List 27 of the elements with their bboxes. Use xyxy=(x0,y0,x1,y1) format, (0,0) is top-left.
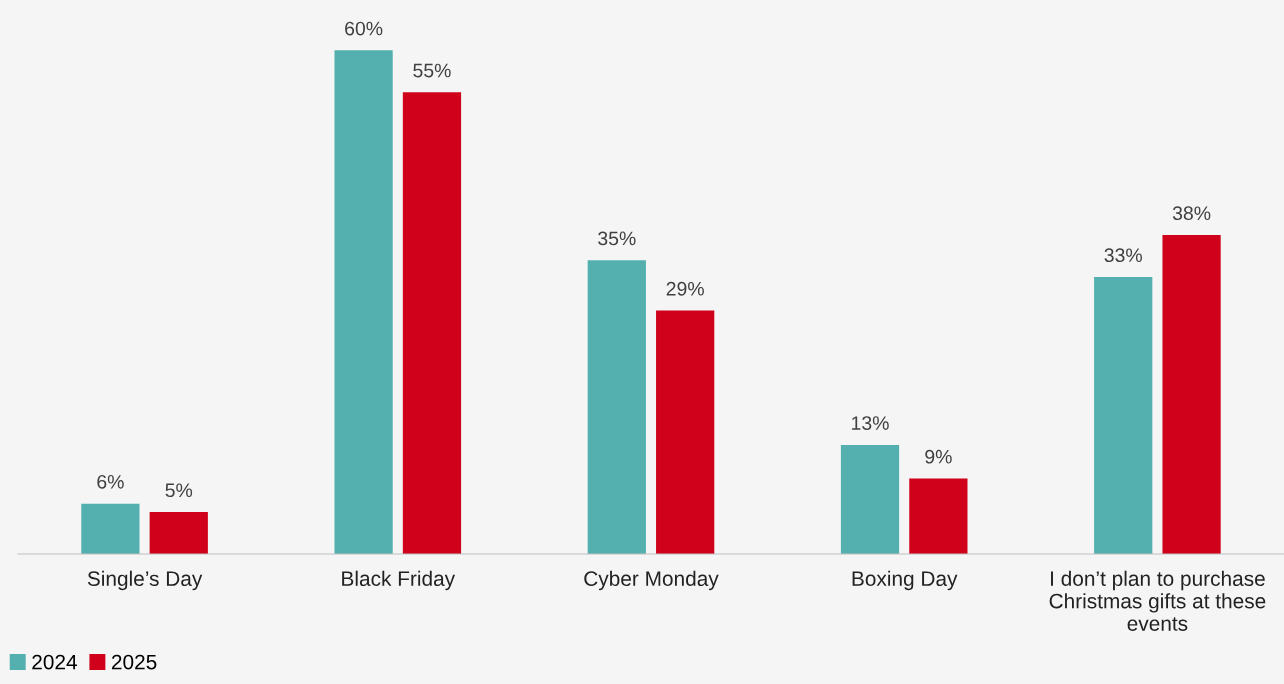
data-label: 55% xyxy=(413,63,451,78)
data-label: 38% xyxy=(1172,206,1211,221)
data-label: 35% xyxy=(598,231,636,246)
bar xyxy=(81,503,140,555)
bar xyxy=(909,478,968,555)
data-label: 13% xyxy=(852,416,889,430)
bar xyxy=(656,310,715,555)
data-label: 60% xyxy=(345,21,383,36)
bar xyxy=(402,92,462,555)
x-tick-label: Cyber Monday xyxy=(584,570,719,591)
data-label: 9% xyxy=(925,449,952,464)
data-label: 33% xyxy=(1104,248,1142,263)
bar xyxy=(1162,235,1221,555)
bar xyxy=(840,444,900,555)
data-label: 29% xyxy=(666,281,704,296)
bar xyxy=(1094,277,1153,555)
data-label: 6% xyxy=(97,474,124,489)
legend-label: 2024 xyxy=(32,654,77,670)
legend-label: 2025 xyxy=(111,654,157,670)
bar xyxy=(334,50,393,555)
x-tick-label: Boxing Day xyxy=(852,570,958,591)
bar xyxy=(587,260,646,555)
x-tick-label: I don’t plan to purchase Christmas gifts at these events xyxy=(1049,570,1266,631)
x-tick-label: Black Friday xyxy=(342,570,456,591)
data-label: 5% xyxy=(165,483,193,498)
bar xyxy=(149,512,208,555)
x-tick-label: Single’s Day xyxy=(87,570,203,591)
